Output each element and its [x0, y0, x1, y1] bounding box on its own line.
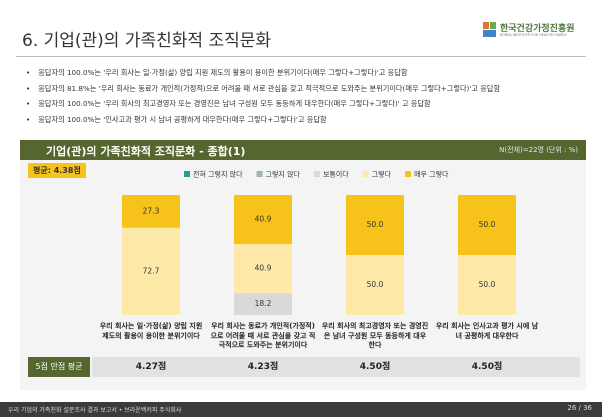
data-label: 72.7 [143, 266, 160, 275]
slide-title: 6. 기업(관)의 가족친화적 조직문화 [22, 31, 272, 51]
logo-subtitle: KOREA INSTITUTE FOR HEALTHY FAMILY [500, 33, 567, 37]
bar-segment [346, 255, 404, 315]
average-badge: 평균: 4.38점 [28, 163, 86, 178]
bar-segment [346, 195, 404, 255]
legend-label: 전혀 그렇지 않다 [193, 170, 243, 179]
bar-segment [458, 255, 516, 315]
bar-segment [234, 293, 292, 315]
bar-segment [234, 244, 292, 294]
category-label: 우리 회사는 동료가 개인적(가정적)으로 어려울 때 서로 관심을 갖고 적극… [210, 322, 316, 349]
logo-name: 한국건강가정진흥원 [500, 24, 575, 34]
data-label: 40.9 [255, 215, 272, 224]
legend-label: 매우 그렇다 [414, 170, 449, 179]
footer [0, 402, 602, 417]
score-value: 4.50점 [471, 362, 503, 372]
score-value: 4.23점 [247, 362, 279, 372]
chart-header [20, 140, 586, 160]
score-value: 4.50점 [359, 362, 391, 372]
data-label: 50.0 [367, 280, 384, 289]
bullet: 응답자의 100.0%는 '우리 회사는 일·가정(삶) 양립 지원 제도의 활… [26, 68, 407, 78]
score-row [92, 357, 580, 377]
legend-swatch [405, 171, 412, 177]
data-label: 50.0 [479, 220, 496, 229]
chart-subtitle: N(전체)=22명 (단위 : %) [499, 146, 578, 154]
bar-segment [234, 195, 292, 245]
data-label: 40.9 [255, 264, 272, 273]
category-label: 우리 회사는 일·가정(삶) 양립 지원 제도의 활용이 용이한 분위기이다 [99, 322, 203, 340]
divider [16, 56, 586, 57]
footer-text: 우리 기업의 가족친화 설문조사 결과 보고서 • 브라운백커피 주식회사 [8, 407, 182, 414]
bar-segment [122, 195, 180, 228]
legend-label: 그렇다 [372, 170, 392, 179]
bullet: 응답자의 100.0%는 '인사고과 평가 시 남녀 공평하게 대우한다(매우 … [26, 115, 326, 125]
legend-label: 보통이다 [323, 170, 349, 179]
bullet: 응답자의 100.0%는 '우리 회사의 최고경영자 또는 경영진은 남녀 구성… [26, 99, 430, 109]
score-label: 5점 만점 평균 [28, 357, 90, 377]
chart-title: 기업(관)의 가족친화적 조직문화 - 종합(1) [46, 145, 246, 158]
data-label: 50.0 [367, 220, 384, 229]
legend-swatch [362, 171, 369, 177]
page-number: 26 / 36 [567, 404, 592, 412]
legend-swatch [256, 171, 263, 177]
legend-swatch [184, 171, 190, 177]
data-label: 50.0 [479, 280, 496, 289]
category-label: 우리 회사는 인사고과 평가 시에 남녀 공평하게 대우한다 [435, 322, 539, 340]
bullet: 응답자의 81.8%는 '우리 회사는 동료가 개인적(가정적)으로 어려울 때… [26, 84, 500, 94]
data-label: 27.3 [143, 206, 160, 215]
legend-label: 그렇지 않다 [266, 170, 301, 179]
logo-icon [483, 22, 496, 37]
data-label: 18.2 [255, 299, 272, 308]
bar-segment [458, 195, 516, 255]
legend-swatch [313, 171, 320, 177]
category-label: 우리 회사의 최고경영자 또는 경영진은 남녀 구성원 모두 동등하게 대우한다 [321, 322, 429, 349]
bar-segment [122, 227, 180, 315]
score-value: 4.27점 [135, 362, 167, 372]
